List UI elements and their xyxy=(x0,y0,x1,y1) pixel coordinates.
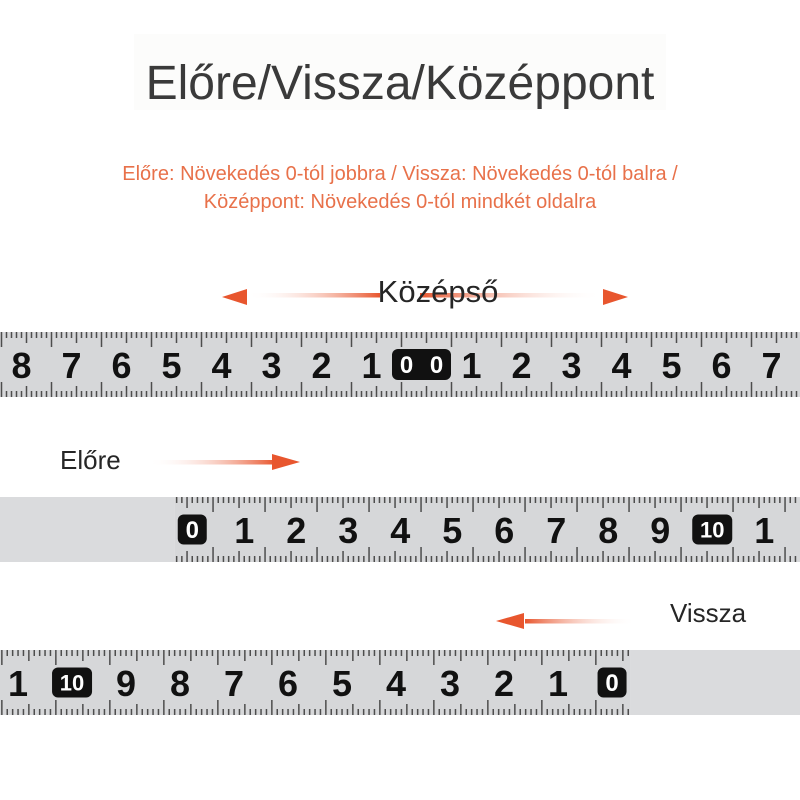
svg-text:3: 3 xyxy=(338,510,358,551)
svg-text:2: 2 xyxy=(286,510,306,551)
svg-text:6: 6 xyxy=(494,510,514,551)
svg-text:9: 9 xyxy=(650,510,670,551)
svg-text:3: 3 xyxy=(261,345,281,386)
svg-text:3: 3 xyxy=(440,663,460,704)
svg-text:2: 2 xyxy=(494,663,514,704)
svg-text:1: 1 xyxy=(754,510,774,551)
svg-text:4: 4 xyxy=(611,345,631,386)
svg-text:8: 8 xyxy=(598,510,618,551)
svg-text:5: 5 xyxy=(332,663,352,704)
svg-text:7: 7 xyxy=(224,663,244,704)
svg-text:7: 7 xyxy=(61,345,81,386)
svg-text:7: 7 xyxy=(546,510,566,551)
svg-text:4: 4 xyxy=(390,510,410,551)
svg-text:6: 6 xyxy=(711,345,731,386)
svg-text:1: 1 xyxy=(461,345,481,386)
svg-text:1: 1 xyxy=(548,663,568,704)
svg-text:5: 5 xyxy=(661,345,681,386)
svg-text:1: 1 xyxy=(361,345,381,386)
svg-text:6: 6 xyxy=(278,663,298,704)
svg-text:5: 5 xyxy=(442,510,462,551)
svg-text:10: 10 xyxy=(700,517,724,542)
svg-text:3: 3 xyxy=(561,345,581,386)
svg-text:10: 10 xyxy=(60,670,84,695)
svg-text:7: 7 xyxy=(761,345,781,386)
svg-text:2: 2 xyxy=(311,345,331,386)
svg-text:1: 1 xyxy=(234,510,254,551)
svg-text:0: 0 xyxy=(400,352,413,379)
svg-text:2: 2 xyxy=(511,345,531,386)
svg-text:6: 6 xyxy=(111,345,131,386)
svg-text:8: 8 xyxy=(11,345,31,386)
svg-text:9: 9 xyxy=(116,663,136,704)
svg-text:5: 5 xyxy=(161,345,181,386)
svg-text:0: 0 xyxy=(186,517,199,544)
svg-text:8: 8 xyxy=(170,663,190,704)
svg-text:4: 4 xyxy=(211,345,231,386)
svg-text:0: 0 xyxy=(605,670,618,697)
svg-text:0: 0 xyxy=(430,352,443,379)
svg-text:4: 4 xyxy=(386,663,406,704)
svg-text:1: 1 xyxy=(8,663,28,704)
